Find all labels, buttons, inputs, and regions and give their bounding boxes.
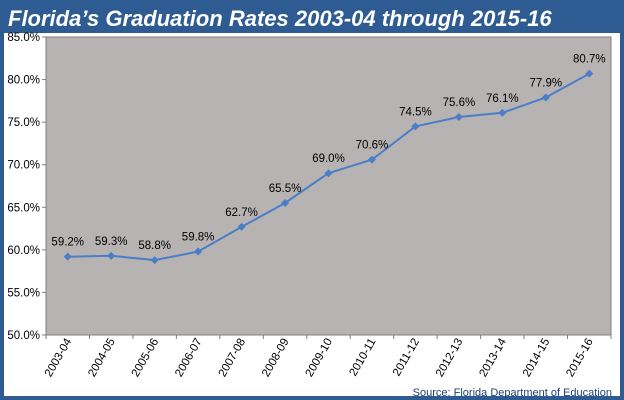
data-point-marker xyxy=(498,108,507,117)
data-label: 76.1% xyxy=(486,93,519,105)
x-tick-label: 2010-11 xyxy=(347,337,378,379)
data-point-marker xyxy=(324,169,333,178)
title-bar: Florida’s Graduation Rates 2003-04 throu… xyxy=(4,4,620,33)
data-label: 62.7% xyxy=(225,207,258,219)
x-tick-label: 2014-15 xyxy=(521,337,553,380)
data-point-marker xyxy=(63,252,72,261)
data-label: 59.8% xyxy=(182,232,215,244)
x-tick-label: 2007-08 xyxy=(217,337,249,380)
data-point-marker xyxy=(194,247,203,256)
data-label: 59.3% xyxy=(95,236,128,248)
data-label: 80.7% xyxy=(573,54,606,66)
data-point-marker xyxy=(107,251,116,260)
data-point-marker xyxy=(541,93,550,102)
data-point-marker xyxy=(237,222,246,231)
x-tick-label: 2006-07 xyxy=(173,337,205,380)
data-label: 65.5% xyxy=(269,183,302,195)
data-point-marker xyxy=(367,155,376,164)
y-tick-label: 55.0% xyxy=(7,287,40,299)
x-tick-label: 2011-12 xyxy=(391,337,422,379)
y-tick-label: 80.0% xyxy=(7,75,40,87)
x-tick-label: 2008-09 xyxy=(260,337,292,380)
y-tick-label: 65.0% xyxy=(7,202,40,214)
x-tick-label: 2012-13 xyxy=(434,337,466,380)
data-labels: 59.2% 59.3% 58.8% 59.8% 62.7% 65.5% 69.0% 70.6%… xyxy=(51,54,605,252)
source-note: Source: Florida Department of Education xyxy=(413,387,612,399)
data-label: 69.0% xyxy=(312,153,345,165)
x-tick-label: 2003-04 xyxy=(43,336,75,379)
data-point-marker xyxy=(281,199,290,208)
x-tick-label: 2009-10 xyxy=(304,337,336,380)
y-tick-label: 70.0% xyxy=(7,160,40,172)
y-tick-label: 85.0% xyxy=(7,32,40,44)
y-axis: 50.0% 55.0% 60.0% 65.0% 70.0% 75.0% 80.0% 85.0% xyxy=(7,32,46,342)
data-point-marker xyxy=(585,69,594,78)
x-tick-label: 2013-14 xyxy=(477,336,509,379)
data-label: 77.9% xyxy=(530,77,563,89)
data-markers xyxy=(63,69,594,265)
x-axis: 2003-04 2004-05 2005-06 2006-07 2007-08 2008-… xyxy=(43,335,612,380)
data-label: 59.2% xyxy=(51,237,84,249)
data-label: 74.5% xyxy=(399,106,432,118)
x-tick-label: 2015-16 xyxy=(564,337,596,380)
y-tick-label: 75.0% xyxy=(7,117,40,129)
y-tick-label: 60.0% xyxy=(7,245,40,257)
plot-area xyxy=(45,36,612,336)
x-tick-label: 2005-06 xyxy=(130,337,162,380)
data-label: 58.8% xyxy=(138,240,171,252)
data-point-marker xyxy=(150,256,159,265)
x-tick-label: 2004-05 xyxy=(86,337,118,380)
data-point-marker xyxy=(454,113,463,122)
data-point-marker xyxy=(411,122,420,131)
data-label: 75.6% xyxy=(443,97,476,109)
chart-title: Florida’s Graduation Rates 2003-04 throu… xyxy=(8,5,552,31)
data-label: 70.6% xyxy=(356,140,389,152)
y-tick-label: 50.0% xyxy=(7,330,40,342)
